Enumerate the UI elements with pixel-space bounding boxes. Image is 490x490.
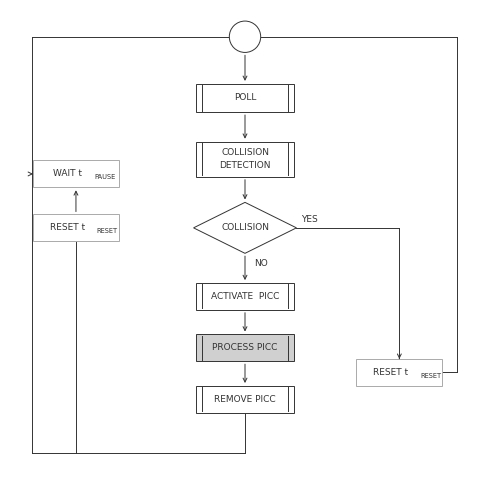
Text: PAUSE: PAUSE — [94, 174, 115, 180]
Text: PROCESS PICC: PROCESS PICC — [212, 343, 278, 352]
FancyBboxPatch shape — [196, 283, 294, 310]
Text: NO: NO — [254, 259, 268, 268]
FancyBboxPatch shape — [356, 359, 442, 386]
Text: RESET t: RESET t — [49, 223, 85, 232]
Text: RESET: RESET — [97, 228, 118, 234]
Text: WAIT t: WAIT t — [52, 170, 82, 178]
Polygon shape — [194, 202, 296, 253]
FancyBboxPatch shape — [33, 160, 119, 187]
Text: ACTIVATE  PICC: ACTIVATE PICC — [211, 292, 279, 301]
Text: POLL: POLL — [234, 94, 256, 102]
Text: YES: YES — [301, 215, 318, 224]
Text: REMOVE PICC: REMOVE PICC — [214, 395, 276, 404]
FancyBboxPatch shape — [196, 335, 294, 362]
Text: COLLISION: COLLISION — [221, 148, 269, 157]
Text: RESET: RESET — [420, 373, 441, 379]
Text: DETECTION: DETECTION — [219, 161, 271, 170]
FancyBboxPatch shape — [33, 214, 119, 241]
Text: COLLISION: COLLISION — [221, 223, 269, 232]
FancyBboxPatch shape — [196, 84, 294, 112]
FancyBboxPatch shape — [196, 142, 294, 177]
Circle shape — [229, 21, 261, 52]
FancyBboxPatch shape — [196, 386, 294, 413]
Text: RESET t: RESET t — [373, 368, 408, 377]
